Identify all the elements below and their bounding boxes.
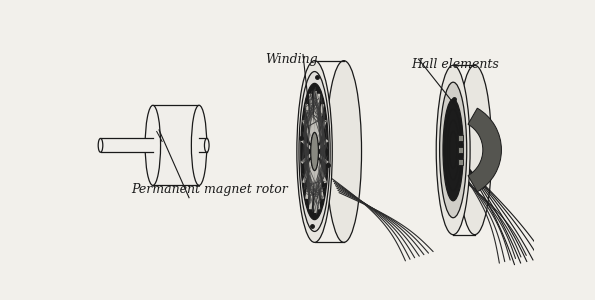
- Bar: [153, 105, 199, 185]
- Wedge shape: [468, 108, 502, 192]
- Bar: [101, 138, 153, 152]
- Text: Winding: Winding: [265, 53, 318, 66]
- Ellipse shape: [192, 105, 207, 185]
- Bar: [459, 147, 463, 153]
- Ellipse shape: [297, 61, 332, 242]
- Ellipse shape: [300, 83, 328, 220]
- Ellipse shape: [326, 61, 362, 242]
- Ellipse shape: [458, 65, 491, 235]
- Bar: [458, 159, 463, 165]
- Ellipse shape: [145, 105, 161, 185]
- Text: Permanent magnet rotor: Permanent magnet rotor: [131, 183, 288, 196]
- Ellipse shape: [440, 82, 466, 218]
- Ellipse shape: [436, 65, 470, 235]
- Bar: [458, 135, 463, 141]
- Ellipse shape: [299, 71, 330, 232]
- Ellipse shape: [98, 138, 103, 152]
- Ellipse shape: [205, 138, 209, 152]
- Text: Hall elements: Hall elements: [411, 58, 499, 70]
- Ellipse shape: [311, 132, 318, 171]
- Ellipse shape: [443, 99, 464, 201]
